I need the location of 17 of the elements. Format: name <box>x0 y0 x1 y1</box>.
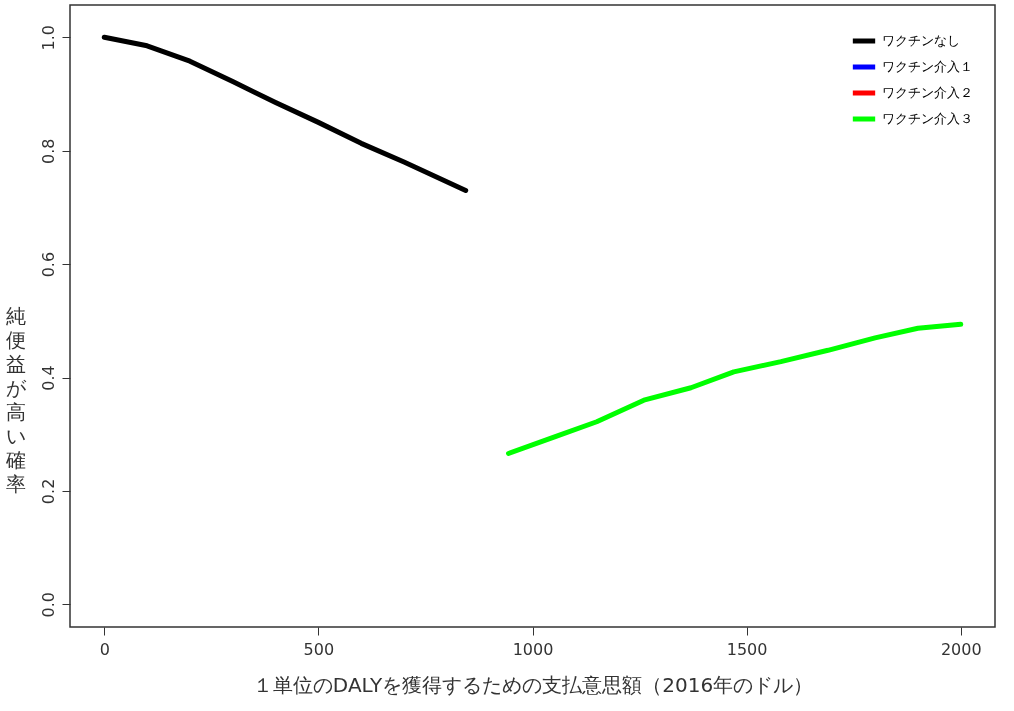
x-tick-label: 1500 <box>726 639 768 659</box>
y-tick-label: 0.4 <box>38 365 58 391</box>
y-axis-title: 純便益が高い確率 <box>4 303 27 496</box>
legend-label: ワクチン介入２ <box>882 85 973 100</box>
y-tick-label: 0.6 <box>38 251 58 278</box>
y-tick-label: 0.0 <box>38 592 58 618</box>
legend-label: ワクチン介入３ <box>882 111 973 126</box>
x-tick-label: 1000 <box>512 639 554 659</box>
x-tick-label: 500 <box>303 639 335 659</box>
y-tick-label: 0.2 <box>38 478 58 505</box>
y-tick-label: 1.0 <box>38 25 58 51</box>
legend-label: ワクチンなし <box>882 33 960 48</box>
x-tick-label: 2000 <box>940 639 982 659</box>
legend-label: ワクチン介入１ <box>882 59 973 74</box>
x-axis-title: １単位のDALYを獲得するための支払意思額（2016年のドル） <box>252 672 814 697</box>
x-tick-label: 0 <box>99 639 110 659</box>
y-tick-label: 0.8 <box>38 138 58 164</box>
